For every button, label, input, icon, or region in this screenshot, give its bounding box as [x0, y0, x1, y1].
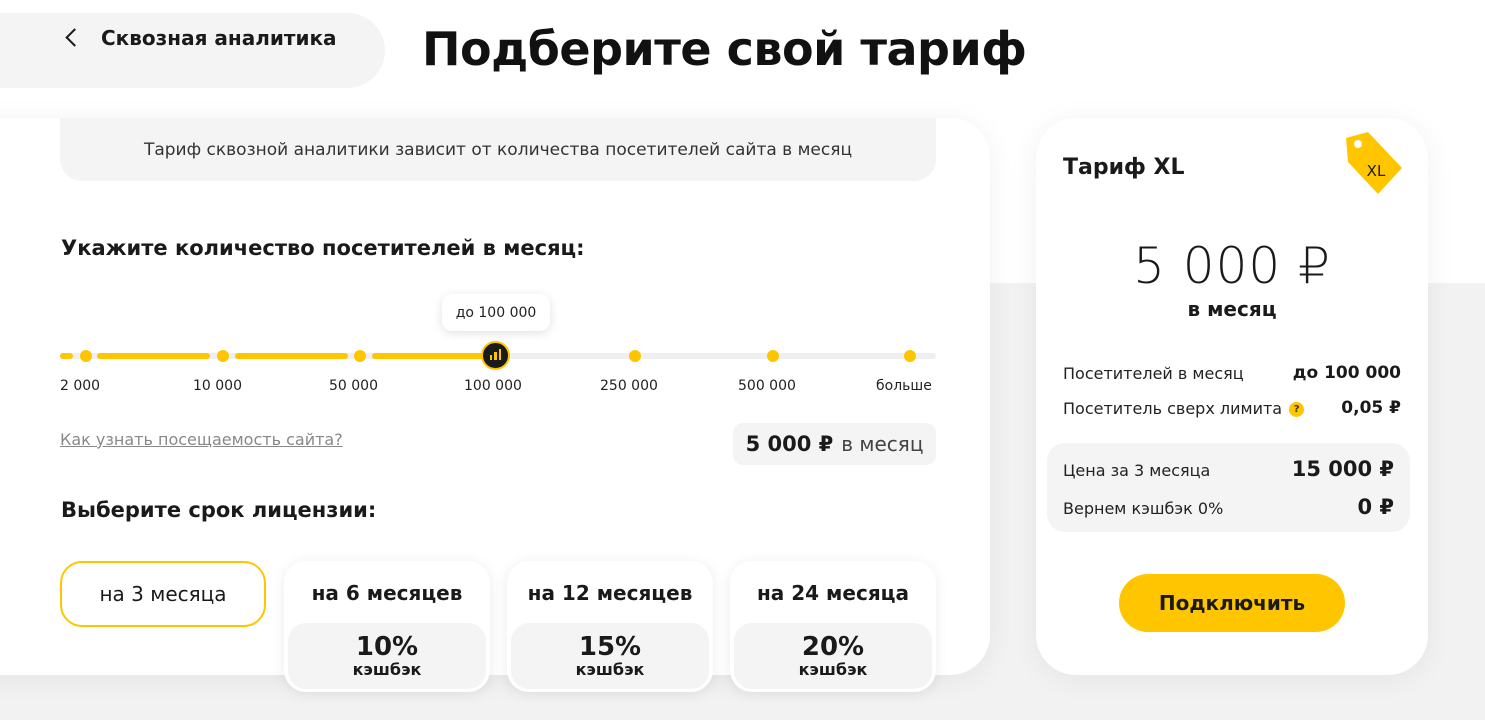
slider-tick-label[interactable]: 250 000	[600, 378, 658, 394]
extra-visitor-label: Посетитель сверх лимита ?	[1063, 399, 1305, 418]
slider-tick-label[interactable]: 100 000	[464, 378, 522, 394]
traffic-help-link[interactable]: Как узнать посещаемость сайта?	[60, 430, 343, 449]
slider-tick-label[interactable]: 10 000	[193, 378, 242, 394]
cashback-box: 20% кэшбэк	[734, 623, 932, 689]
slider-tick-label[interactable]: 500 000	[738, 378, 796, 394]
slider-step-dot[interactable]	[354, 350, 366, 362]
cashback-word: кэшбэк	[352, 660, 422, 679]
slider-fill-segment	[372, 353, 485, 359]
slider-fill-segment	[97, 353, 210, 359]
page-title: Подберите свой тариф	[422, 22, 1027, 76]
cashback-box: 10% кэшбэк	[288, 623, 486, 689]
slider-tick-label[interactable]: 50 000	[329, 378, 378, 394]
cashback-percent: 20%	[801, 632, 865, 662]
back-button[interactable]	[0, 13, 385, 88]
slider-fill-segment	[60, 353, 73, 359]
cashback-word: кэшбэк	[798, 660, 868, 679]
help-icon[interactable]: ?	[1289, 402, 1305, 417]
visitors-label: Посетителей в месяц	[1063, 364, 1244, 383]
period-option-12[interactable]: на 12 месяцев 15% кэшбэк	[507, 561, 713, 692]
visitors-value: до 100 000	[1292, 363, 1401, 383]
period-summary-box: Цена за 3 месяца 15 000 ₽ Вернем кэшбэк …	[1047, 443, 1410, 532]
slider-step-dot[interactable]	[80, 350, 92, 362]
tag-label: XL	[1367, 162, 1386, 180]
extra-visitor-value: 0,05 ₽	[1341, 398, 1401, 418]
price-tag-icon: XL	[1346, 132, 1402, 194]
period-label: на 6 месяцев	[311, 581, 463, 605]
bar-chart-icon	[494, 352, 497, 360]
cashback-word: кэшбэк	[575, 660, 645, 679]
tariff-name: Тариф XL	[1063, 155, 1185, 180]
cashback-box: 15% кэшбэк	[511, 623, 709, 689]
cashback-value: 0 ₽	[1357, 495, 1394, 519]
extra-visitor-text: Посетитель сверх лимита	[1063, 399, 1283, 418]
period-label: на 24 месяца	[756, 581, 909, 605]
slider-tooltip: до 100 000	[442, 294, 550, 331]
monthly-price-suffix: в месяц	[841, 432, 924, 456]
slider-step-dot[interactable]	[629, 350, 641, 362]
slider-step-dot[interactable]	[904, 350, 916, 362]
connect-button[interactable]: Подключить	[1119, 574, 1345, 632]
slider-step-dot[interactable]	[767, 350, 779, 362]
visitors-title: Укажите количество посетителей в месяц:	[61, 236, 585, 260]
period-label: на 3 месяца	[99, 582, 227, 606]
tariff-period: в месяц	[1187, 297, 1277, 321]
period-label: на 12 месяцев	[527, 581, 693, 605]
period-price-value: 15 000 ₽	[1291, 457, 1394, 481]
bar-chart-icon	[489, 355, 493, 360]
slider-thumb[interactable]	[481, 341, 510, 370]
period-option-24[interactable]: на 24 месяца 20% кэшбэк	[730, 561, 936, 692]
cashback-label: Вернем кэшбэк 0%	[1063, 499, 1224, 518]
slider-step-dot[interactable]	[217, 350, 229, 362]
period-option-3[interactable]: на 3 месяца	[60, 561, 266, 627]
back-label[interactable]: Сквозная аналитика	[101, 26, 337, 50]
bar-chart-icon	[498, 349, 502, 360]
monthly-price-pill: 5 000 ₽ в месяц	[733, 423, 936, 465]
period-option-6[interactable]: на 6 месяцев 10% кэшбэк	[284, 561, 490, 692]
tariff-price: 5 000 ₽	[1133, 237, 1331, 295]
license-title: Выберите срок лицензии:	[61, 498, 377, 522]
period-price-label: Цена за 3 месяца	[1063, 461, 1211, 480]
monthly-price-value: 5 000 ₽	[745, 432, 834, 456]
slider-tick-label[interactable]: 2 000	[60, 378, 101, 394]
cashback-percent: 15%	[578, 632, 642, 662]
slider-tick-label[interactable]: больше	[876, 378, 932, 394]
info-box: Тариф сквозной аналитики зависит от коли…	[60, 118, 936, 181]
cashback-percent: 10%	[355, 632, 419, 662]
slider-fill-segment	[235, 353, 348, 359]
